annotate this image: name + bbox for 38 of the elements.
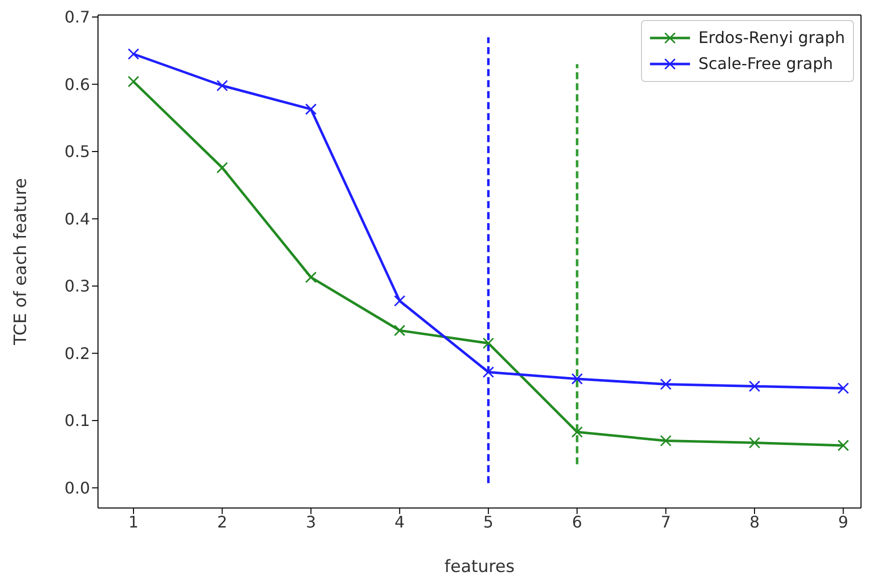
legend-label: Scale-Free graph [698, 53, 834, 75]
point [660, 434, 672, 446]
y-tick-label: 0.0 [64, 478, 90, 498]
point [305, 103, 317, 115]
point [571, 426, 583, 438]
point [838, 382, 850, 394]
y-tick-label: 0.1 [64, 411, 90, 430]
legend-label: Erdos-Renyi graph [698, 27, 845, 49]
point [305, 272, 317, 284]
x-tick-label: 1 [128, 512, 139, 532]
x-tick-label: 7 [660, 512, 671, 532]
y-tick-label: 0.4 [64, 209, 90, 228]
x-tick-label: 2 [217, 512, 228, 532]
x-tick-label: 8 [749, 512, 760, 532]
y-tick-label: 0.3 [64, 276, 90, 296]
point [660, 378, 672, 390]
point [394, 295, 406, 307]
y-tick-label: 0.2 [64, 344, 90, 363]
point [482, 337, 494, 349]
point [216, 80, 228, 92]
y-tick-label: 0.6 [64, 74, 90, 94]
y-tick-label: 0.5 [64, 142, 90, 162]
x-tick-label: 4 [394, 512, 405, 532]
point [571, 373, 583, 385]
point [748, 380, 760, 392]
point [128, 48, 140, 60]
y-tick-label: 0.7 [64, 8, 90, 27]
point [838, 440, 850, 452]
x-tick-label: 9 [838, 512, 848, 532]
x-axis-title: features [444, 557, 515, 577]
point [482, 366, 494, 378]
x-tick-label: 5 [483, 512, 494, 532]
x-tick-label: 3 [306, 512, 316, 532]
x-tick-label: 6 [572, 512, 582, 532]
point [394, 324, 406, 336]
point [748, 437, 760, 449]
point [128, 76, 140, 88]
y-axis-title: TCE of each feature [11, 178, 32, 346]
